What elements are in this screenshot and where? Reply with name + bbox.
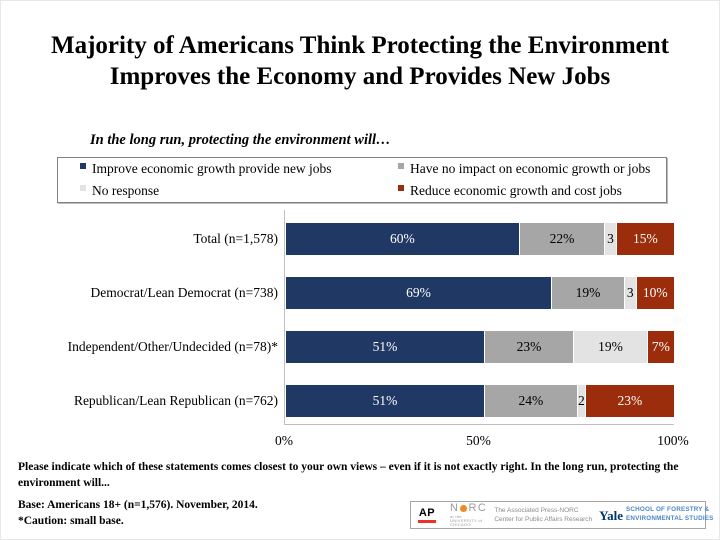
bar-value-label: 19% [598, 339, 623, 354]
bar-value-label: 15% [633, 231, 658, 246]
legend-swatch-icon [80, 163, 86, 169]
chart-subtitle: In the long run, protecting the environm… [90, 132, 391, 148]
x-axis: 0% 50% 100% [275, 433, 689, 451]
logo-strip: AP N RC at the UNIVERSITY of CHICAGO The … [410, 501, 713, 529]
plot-area: 60% 22% 3 15% 69% 19% 3 10% 51% 23% 19% 7% 51% 24% 2 23… [284, 210, 674, 425]
bar-row: 51% 24% 2 23% [286, 385, 674, 417]
row-label: Republican/Lean Republican (n=762) [73, 393, 278, 408]
norc-dot-icon [460, 504, 468, 512]
bar-segment: 3 [604, 223, 616, 255]
norc-logo-subtext: at the UNIVERSITY of CHICAGO [450, 514, 483, 528]
legend-label: Improve economic growth provide new jobs [92, 161, 332, 176]
bar-value-label: 24% [518, 393, 544, 408]
bar-segment: 51% [286, 331, 484, 363]
norc-logo: N RC at the UNIVERSITY of CHICAGO [450, 501, 488, 528]
bar-segment: 22% [518, 223, 605, 255]
bar-value-label: 51% [372, 393, 398, 408]
legend-swatch-icon [398, 185, 404, 191]
bar-value-label: 23% [516, 339, 542, 354]
bar-value-label: 51% [372, 339, 398, 354]
yale-school-text: SCHOOL OF FORESTRY & ENVIRONMENTAL STUDI… [626, 506, 714, 524]
caution-note: *Caution: small base. [18, 515, 124, 527]
bar-segment: 3 [624, 277, 636, 309]
ap-logo-underline [418, 520, 436, 523]
legend-item: Improve economic growth provide new jobs [80, 161, 398, 177]
bar-value-label: 7% [651, 339, 670, 354]
bar-value-label: 10% [642, 285, 668, 300]
bar-value-label: 2 [577, 393, 585, 408]
legend-item: No response [80, 183, 398, 199]
base-note: Base: Americans 18+ (n=1,576). November,… [18, 499, 258, 511]
bar-value-label: 3 [626, 285, 634, 300]
bar-segment: 60% [286, 223, 519, 255]
bar-segment: 19% [551, 277, 625, 309]
yale-logo: Yale SCHOOL OF FORESTRY & ENVIRONMENTAL … [599, 506, 713, 524]
bar-segment: 24% [483, 385, 577, 417]
category-axis: Total (n=1,578) Democrat/Lean Democrat (n… [0, 210, 278, 425]
apnorc-line2: Center for Public Affairs Research [494, 516, 593, 523]
bar-value-label: 22% [549, 231, 575, 246]
legend-label: Reduce economic growth and cost jobs [410, 183, 622, 198]
bar-segment: 2 [576, 385, 585, 417]
bar-segment: 10% [635, 277, 674, 309]
bar-segment: 23% [584, 385, 674, 417]
legend-item: Reduce economic growth and cost jobs [398, 183, 666, 199]
norc-logo-text: N RC [450, 501, 488, 514]
legend-label: No response [92, 183, 160, 198]
chart-title: Majority of Americans Think Protecting t… [50, 32, 670, 90]
yale-wordmark: Yale [599, 507, 623, 523]
ap-logo: AP [418, 506, 436, 523]
bar-row: 51% 23% 19% 7% [286, 331, 674, 363]
bar-segment: 69% [286, 277, 552, 309]
row-label: Total (n=1,578) [193, 231, 278, 246]
x-tick-label: 100% [657, 433, 689, 448]
bar-value-label: 60% [390, 231, 415, 246]
bar-value-label: 69% [406, 285, 431, 300]
bar-segment: 7% [646, 331, 674, 363]
legend-label: Have no impact on economic growth or job… [410, 161, 651, 176]
bar-row: 60% 22% 3 15% [286, 223, 674, 255]
row-label: Democrat/Lean Democrat (n=738) [90, 285, 278, 300]
legend-swatch-icon [80, 185, 86, 191]
question-footnote: Please indicate which of these statement… [18, 461, 679, 489]
bar-segment: 15% [615, 223, 674, 255]
yale-line2: ENVIRONMENTAL STUDIES [625, 515, 714, 522]
legend: Improve economic growth provide new jobs… [57, 157, 667, 203]
ap-logo-text: AP [418, 506, 436, 519]
bar-value-label: 19% [575, 285, 601, 300]
bar-segment: 19% [573, 331, 647, 363]
yale-line1: SCHOOL OF FORESTRY & [625, 506, 710, 514]
bar-row: 69% 19% 3 10% [286, 277, 674, 309]
bar-value-label: 3 [607, 231, 614, 246]
apnorc-line1: The Associated Press-NORC [494, 506, 579, 514]
x-tick-label: 0% [275, 433, 293, 448]
legend-item: Have no impact on economic growth or job… [398, 161, 666, 177]
x-tick-label: 50% [466, 433, 491, 448]
legend-swatch-icon [398, 163, 404, 169]
apnorc-center-text: The Associated Press-NORC Center for Pub… [494, 506, 592, 524]
row-label: Independent/Other/Undecided (n=78)* [67, 339, 278, 354]
bar-segment: 51% [286, 385, 484, 417]
bar-value-label: 23% [617, 393, 643, 408]
bar-segment: 23% [483, 331, 574, 363]
